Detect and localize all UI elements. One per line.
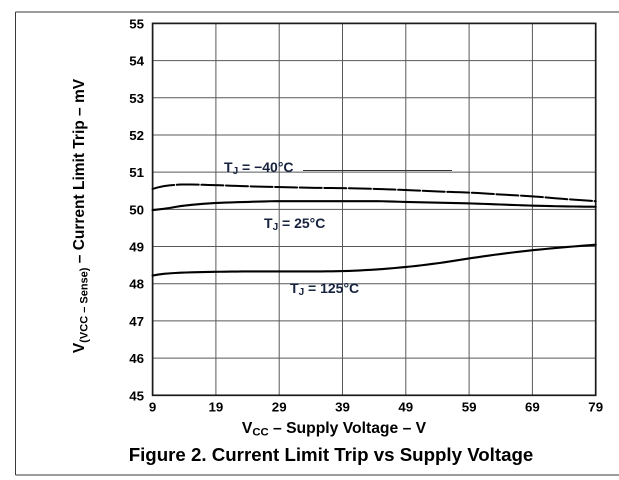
svg-text:48: 48 xyxy=(129,277,144,292)
svg-text:55: 55 xyxy=(129,16,144,31)
svg-text:54: 54 xyxy=(129,54,144,69)
svg-text:V(VCC – Sense) – Current Limit: V(VCC – Sense) – Current Limit Trip – mV xyxy=(71,78,90,353)
svg-text:46: 46 xyxy=(129,351,144,366)
svg-text:49: 49 xyxy=(129,240,144,255)
svg-text:51: 51 xyxy=(129,165,144,180)
svg-text:52: 52 xyxy=(129,128,144,143)
svg-text:19: 19 xyxy=(209,400,224,415)
svg-text:69: 69 xyxy=(525,400,540,415)
svg-text:TJ = −40°C: TJ = −40°C xyxy=(224,159,294,177)
svg-text:49: 49 xyxy=(398,400,413,415)
svg-text:45: 45 xyxy=(129,388,144,403)
svg-text:TJ = 125°C: TJ = 125°C xyxy=(290,280,359,298)
svg-text:VCC – Supply Voltage – V: VCC – Supply Voltage – V xyxy=(242,420,427,439)
svg-text:50: 50 xyxy=(129,202,144,217)
svg-text:53: 53 xyxy=(129,91,144,106)
svg-text:29: 29 xyxy=(272,400,287,415)
svg-text:59: 59 xyxy=(462,400,477,415)
svg-text:9: 9 xyxy=(149,400,156,415)
svg-text:47: 47 xyxy=(129,314,144,329)
svg-text:Figure 2. Current Limit Trip v: Figure 2. Current Limit Trip vs Supply V… xyxy=(129,444,534,465)
svg-text:79: 79 xyxy=(588,400,603,415)
svg-text:TJ = 25°C: TJ = 25°C xyxy=(264,215,325,233)
svg-text:39: 39 xyxy=(335,400,350,415)
